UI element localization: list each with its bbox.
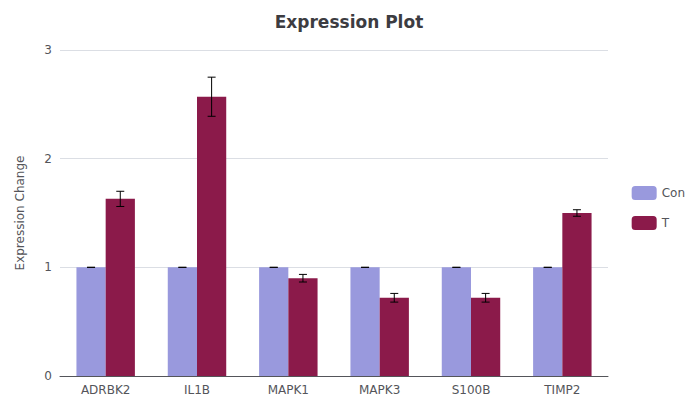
svg-text:TIMP2: TIMP2 [543, 383, 580, 397]
svg-text:1: 1 [44, 260, 52, 274]
svg-text:Expression Plot: Expression Plot [275, 12, 424, 32]
svg-text:S100B: S100B [452, 383, 491, 397]
svg-text:3: 3 [44, 43, 52, 57]
svg-text:IL1B: IL1B [184, 383, 210, 397]
svg-text:T: T [661, 216, 670, 230]
svg-text:2: 2 [44, 152, 52, 166]
svg-text:MAPK3: MAPK3 [359, 383, 400, 397]
svg-text:Expression Change: Expression Change [13, 156, 27, 271]
svg-text:MAPK1: MAPK1 [268, 383, 309, 397]
svg-text:Con: Con [662, 186, 685, 200]
svg-text:ADRBK2: ADRBK2 [81, 383, 131, 397]
svg-text:0: 0 [44, 369, 52, 383]
